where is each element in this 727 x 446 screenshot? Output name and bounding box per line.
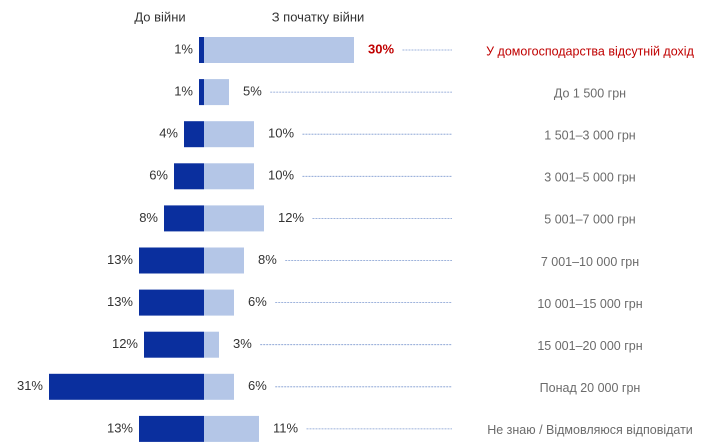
bar-before	[199, 79, 204, 106]
label-before: 4%	[159, 126, 178, 141]
category-label: 7 001–10 000 грн	[541, 255, 639, 269]
bar-before	[184, 121, 204, 148]
bar-before	[164, 205, 204, 232]
label-after: 8%	[258, 252, 277, 267]
legend-after: З початку війни	[272, 9, 365, 24]
label-before: 13%	[107, 252, 133, 267]
label-before: 12%	[112, 336, 138, 351]
category-label: 1 501–3 000 грн	[544, 128, 635, 142]
category-label: 10 001–15 000 грн	[537, 297, 642, 311]
label-after: 6%	[248, 294, 267, 309]
label-before: 31%	[17, 378, 43, 393]
bar-after	[204, 37, 354, 63]
bar-after	[204, 247, 244, 274]
label-before: 13%	[107, 294, 133, 309]
bar-after	[204, 373, 234, 400]
category-label: 15 001–20 000 грн	[537, 339, 642, 353]
label-after: 11%	[273, 420, 298, 435]
category-label: До 1 500 грн	[554, 86, 626, 100]
label-after: 6%	[248, 378, 267, 393]
label-after: 3%	[233, 336, 252, 351]
bar-after	[204, 331, 219, 358]
label-before: 6%	[149, 168, 168, 183]
category-label: 3 001–5 000 грн	[544, 171, 635, 185]
label-after: 10%	[268, 126, 294, 141]
label-after: 10%	[268, 168, 294, 183]
category-label: Понад 20 000 грн	[540, 381, 641, 395]
label-after: 5%	[243, 84, 262, 99]
label-before: 8%	[139, 210, 158, 225]
bar-before	[139, 415, 204, 442]
bar-after	[204, 121, 254, 148]
label-after: 30%	[368, 41, 394, 56]
label-before: 13%	[107, 420, 133, 435]
bar-after	[204, 79, 229, 106]
category-label: Не знаю / Відмовляюся відповідати	[487, 423, 693, 437]
bar-after	[204, 205, 264, 232]
label-before: 1%	[174, 41, 193, 56]
bar-before	[144, 331, 204, 358]
bar-after	[204, 415, 259, 442]
bar-after	[204, 163, 254, 190]
legend-before: До війни	[134, 9, 185, 24]
bar-after	[204, 289, 234, 316]
bar-before	[139, 289, 204, 316]
category-label: У домогосподарства відсутній дохід	[486, 44, 694, 58]
bar-before	[199, 37, 204, 63]
label-after: 12%	[278, 210, 304, 225]
bar-before	[49, 373, 204, 400]
category-label: 5 001–7 000 грн	[544, 213, 635, 227]
bar-before	[139, 247, 204, 274]
label-before: 1%	[174, 84, 193, 99]
bar-before	[174, 163, 204, 190]
